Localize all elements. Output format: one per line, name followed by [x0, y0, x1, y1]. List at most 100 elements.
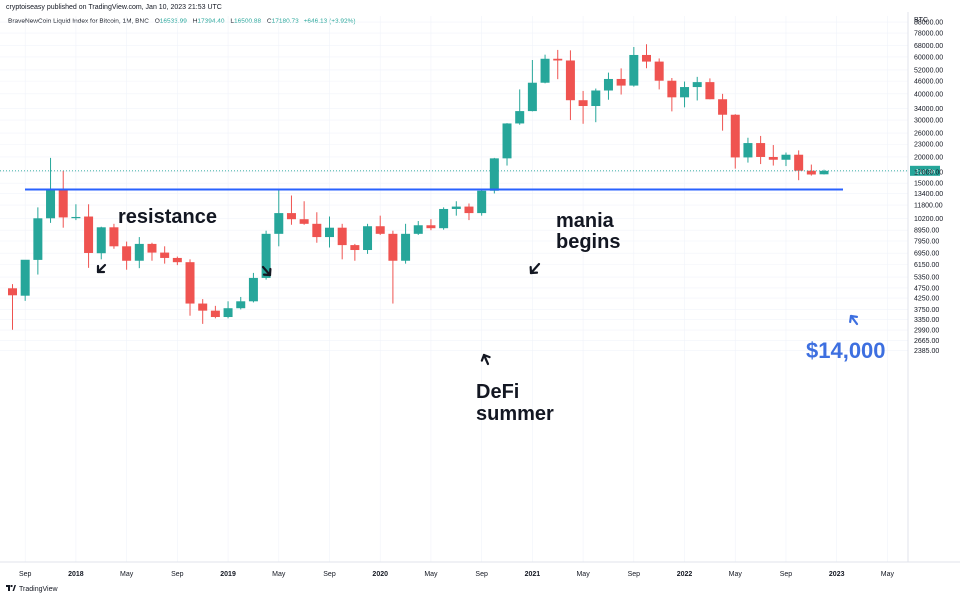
y-tick-label: 60000.00: [914, 54, 943, 61]
candle-down: [654, 61, 664, 81]
y-tick-label: 23000.00: [914, 142, 943, 149]
arrow-defi-icon-head-1: [480, 353, 486, 362]
candle-down: [756, 143, 766, 157]
x-tick-label: 2021: [525, 571, 541, 578]
x-tick-label: May: [424, 571, 438, 578]
candle-up: [401, 233, 411, 261]
candle-up: [819, 170, 829, 175]
x-tick-label: Sep: [19, 571, 32, 578]
annotation-mania: mania: [556, 210, 615, 232]
currency-label: BTC: [914, 17, 928, 24]
candle-up: [515, 111, 525, 124]
y-tick-label: 5350.00: [914, 275, 939, 282]
y-tick-label: 3750.00: [914, 307, 939, 314]
candle-down: [84, 216, 94, 253]
candle-down: [58, 190, 68, 218]
y-tick-label: 17000.00: [914, 169, 943, 176]
candle-down: [337, 227, 347, 246]
candle-down: [642, 54, 651, 62]
x-tick-label: Sep: [780, 571, 793, 578]
candle-up: [781, 154, 791, 160]
low-value: 16500.88: [233, 18, 262, 25]
annotation-resistance: resistance: [118, 206, 217, 228]
candle-down: [185, 262, 195, 304]
candle-up: [439, 208, 449, 229]
x-tick-label: 2020: [372, 571, 388, 578]
publisher-line: cryptoiseasy published on TradingView.co…: [6, 4, 222, 11]
candle-down: [160, 252, 170, 258]
y-tick-label: 52000.00: [914, 67, 943, 74]
candle-down: [426, 225, 436, 229]
candle-down: [464, 206, 474, 214]
y-tick-label: 2665.00: [914, 338, 939, 345]
open-label: O: [154, 18, 160, 25]
x-tick-label: 2023: [829, 571, 845, 578]
candle-down: [553, 58, 563, 61]
y-tick-label: 4750.00: [914, 285, 939, 292]
y-tick-label: 2385.00: [914, 348, 939, 355]
candle-up: [413, 225, 423, 234]
candle-up: [248, 277, 258, 302]
branding-label: TradingView: [19, 586, 58, 593]
candle-up: [680, 87, 690, 98]
annotation-begins: begins: [556, 231, 620, 253]
y-tick-label: 13400.00: [914, 191, 943, 198]
candle-up: [46, 190, 56, 219]
y-tick-label: 40000.00: [914, 91, 943, 98]
arrow-price-icon-head-1: [849, 314, 853, 324]
y-tick-label: 10200.00: [914, 216, 943, 223]
y-tick-label: 46000.00: [914, 79, 943, 86]
candle-down: [578, 100, 588, 107]
candle-up: [33, 218, 43, 260]
candle-up: [629, 54, 639, 86]
tradingview-logo-icon: [6, 585, 16, 591]
candle-up: [489, 158, 499, 191]
candle-up: [20, 259, 30, 296]
x-tick-label: 2018: [68, 571, 84, 578]
arrow-defi-icon-shaft: [482, 353, 490, 366]
x-tick-label: May: [272, 571, 286, 578]
y-tick-label: 4250.00: [914, 296, 939, 303]
candle-down: [198, 303, 208, 311]
candle-down: [768, 156, 778, 160]
candle-up: [502, 123, 512, 159]
candle-up: [325, 227, 334, 238]
candle-down: [375, 226, 385, 234]
x-tick-label: Sep: [323, 571, 336, 578]
arrow-price-icon-shaft: [849, 314, 859, 326]
low-label: L: [230, 18, 234, 25]
candle-up: [692, 82, 702, 88]
y-tick-label: 68000.00: [914, 43, 943, 50]
x-tick-label: May: [881, 571, 895, 578]
x-tick-label: 2019: [220, 571, 236, 578]
candle-down: [122, 246, 132, 261]
x-tick-label: Sep: [628, 571, 641, 578]
candle-down: [350, 245, 360, 251]
y-tick-label: 30000.00: [914, 118, 943, 125]
y-tick-label: 3350.00: [914, 317, 939, 324]
candle-down: [718, 99, 728, 115]
y-tick-label: 6150.00: [914, 262, 939, 269]
y-tick-label: 15000.00: [914, 181, 943, 188]
high-value: 17394.40: [197, 18, 225, 25]
y-tick-label: 2990.00: [914, 328, 939, 335]
candle-up: [363, 226, 373, 251]
candle-up: [477, 190, 487, 214]
x-tick-label: May: [120, 571, 134, 578]
y-tick-label: 26000.00: [914, 131, 943, 138]
x-tick-label: Sep: [475, 571, 488, 578]
close-label: C: [266, 18, 272, 25]
y-tick-label: 7950.00: [914, 238, 939, 245]
candle-down: [147, 243, 157, 253]
last-price-tag: [910, 165, 940, 176]
candle-down: [172, 257, 182, 263]
candle-down: [312, 223, 322, 238]
tradingview-branding[interactable]: TradingView: [6, 585, 58, 593]
arrow-resistance-right-icon-shaft: [261, 265, 272, 277]
candle-up: [591, 90, 601, 107]
candle-down: [565, 60, 575, 101]
